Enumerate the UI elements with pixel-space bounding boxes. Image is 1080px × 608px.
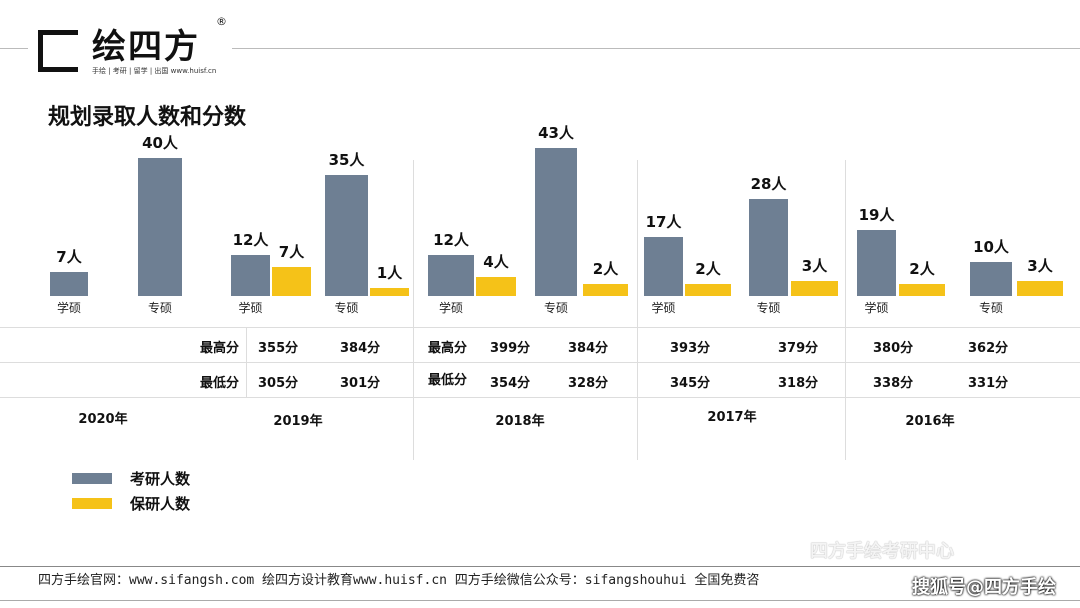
year-label: 2016年 (905, 414, 955, 429)
value-label-kaoyan: 35人 (328, 151, 365, 170)
min-score: 305分 (258, 376, 299, 391)
legend-swatch-kaoyan (72, 473, 112, 484)
bar-baoyan (791, 280, 838, 296)
wechat-watermark: 四方手绘考研中心 (810, 541, 954, 562)
min-score: 345分 (670, 376, 711, 391)
page-title: 规划录取人数和分数 (48, 105, 247, 130)
value-label-baoyan: 4人 (483, 253, 509, 272)
table-divider (246, 327, 247, 398)
value-label-kaoyan: 7人 (56, 247, 82, 266)
category-label: 学硕 (438, 301, 464, 315)
category-label: 专硕 (978, 301, 1004, 315)
max-score: 399分 (490, 341, 531, 356)
bar-kaoyan (970, 261, 1012, 296)
value-label-kaoyan: 12人 (232, 230, 269, 249)
min-score: 318分 (778, 376, 819, 391)
max-score: 384分 (568, 341, 609, 356)
table-divider (413, 160, 414, 460)
value-label-baoyan: 2人 (695, 260, 721, 279)
min-score: 331分 (968, 376, 1009, 391)
logo-text: 绘四方 (92, 27, 200, 67)
value-label-kaoyan: 19人 (858, 206, 895, 225)
bar-kaoyan (749, 199, 788, 296)
bar-baoyan (899, 284, 945, 296)
sohu-watermark: 搜狐号@四方手绘 (912, 577, 1056, 598)
bar-kaoyan (857, 230, 896, 296)
table-rule (0, 327, 1080, 328)
value-label-kaoyan: 12人 (433, 230, 469, 249)
table-divider (845, 160, 846, 460)
row-label-min: 最低分 (200, 376, 240, 391)
bar-kaoyan (325, 175, 368, 296)
value-label-kaoyan: 40人 (142, 134, 178, 152)
value-label-kaoyan: 17人 (645, 213, 682, 232)
max-score: 393分 (670, 341, 711, 356)
bar-baoyan (1017, 280, 1063, 296)
year-label: 2019年 (273, 414, 323, 429)
value-label-baoyan: 3人 (801, 256, 828, 275)
value-label-baoyan: 1人 (376, 263, 403, 282)
row-label-max: 最高分 (200, 341, 240, 356)
legend-label-kaoyan: 考研人数 (130, 470, 191, 488)
logo-subtitle: 手绘 | 考研 | 留学 | 出国 www.huisf.cn (92, 67, 217, 75)
logo-mark (38, 30, 78, 72)
bar-kaoyan (644, 237, 683, 296)
category-label: 专硕 (543, 301, 569, 315)
category-label: 专硕 (334, 301, 359, 315)
category-label: 学硕 (864, 301, 889, 315)
max-score: 355分 (258, 341, 299, 356)
table-rule (0, 362, 1080, 363)
max-score: 384分 (340, 341, 381, 356)
bar-kaoyan (138, 158, 182, 296)
bar-kaoyan (428, 254, 474, 296)
footer-text: 四方手绘官网：www.sifangsh.com 绘四方设计教育www.huisf… (38, 573, 760, 588)
min-score: 328分 (568, 376, 609, 391)
table-divider (637, 160, 638, 460)
max-score: 362分 (968, 341, 1009, 356)
category-label: 学硕 (238, 301, 263, 315)
bar-kaoyan (231, 254, 270, 296)
category-label: 学硕 (56, 301, 82, 315)
year-label: 2018年 (495, 414, 545, 429)
min-score: 338分 (873, 376, 914, 391)
legend-swatch-baoyan (72, 498, 112, 509)
max-score: 380分 (873, 341, 914, 356)
value-label-kaoyan: 28人 (750, 175, 787, 194)
category-label: 专硕 (147, 301, 173, 315)
value-label-baoyan: 3人 (1027, 256, 1053, 275)
row-label-min: 最低分 (428, 373, 468, 388)
bar-baoyan (685, 284, 731, 296)
bar-baoyan (476, 277, 516, 296)
value-label-baoyan: 2人 (909, 260, 935, 279)
row-label-max: 最高分 (428, 341, 468, 356)
bar-baoyan (583, 284, 628, 296)
registered-mark: ® (216, 15, 227, 28)
year-label: 2020年 (78, 412, 128, 427)
value-label-kaoyan: 10人 (973, 237, 1009, 256)
value-label-baoyan: 7人 (278, 242, 305, 261)
min-score: 301分 (340, 376, 381, 391)
bar-kaoyan (535, 147, 577, 296)
category-label: 学硕 (651, 301, 676, 315)
year-label: 2017年 (707, 410, 757, 425)
max-score: 379分 (778, 341, 819, 356)
table-rule (0, 397, 1080, 398)
bar-baoyan (370, 287, 409, 296)
category-label: 专硕 (756, 301, 781, 315)
bar-kaoyan (50, 271, 88, 296)
legend-label-baoyan: 保研人数 (130, 495, 191, 513)
value-label-kaoyan: 43人 (538, 123, 574, 142)
bar-baoyan (272, 266, 311, 296)
min-score: 354分 (490, 376, 531, 391)
value-label-baoyan: 2人 (592, 260, 619, 279)
